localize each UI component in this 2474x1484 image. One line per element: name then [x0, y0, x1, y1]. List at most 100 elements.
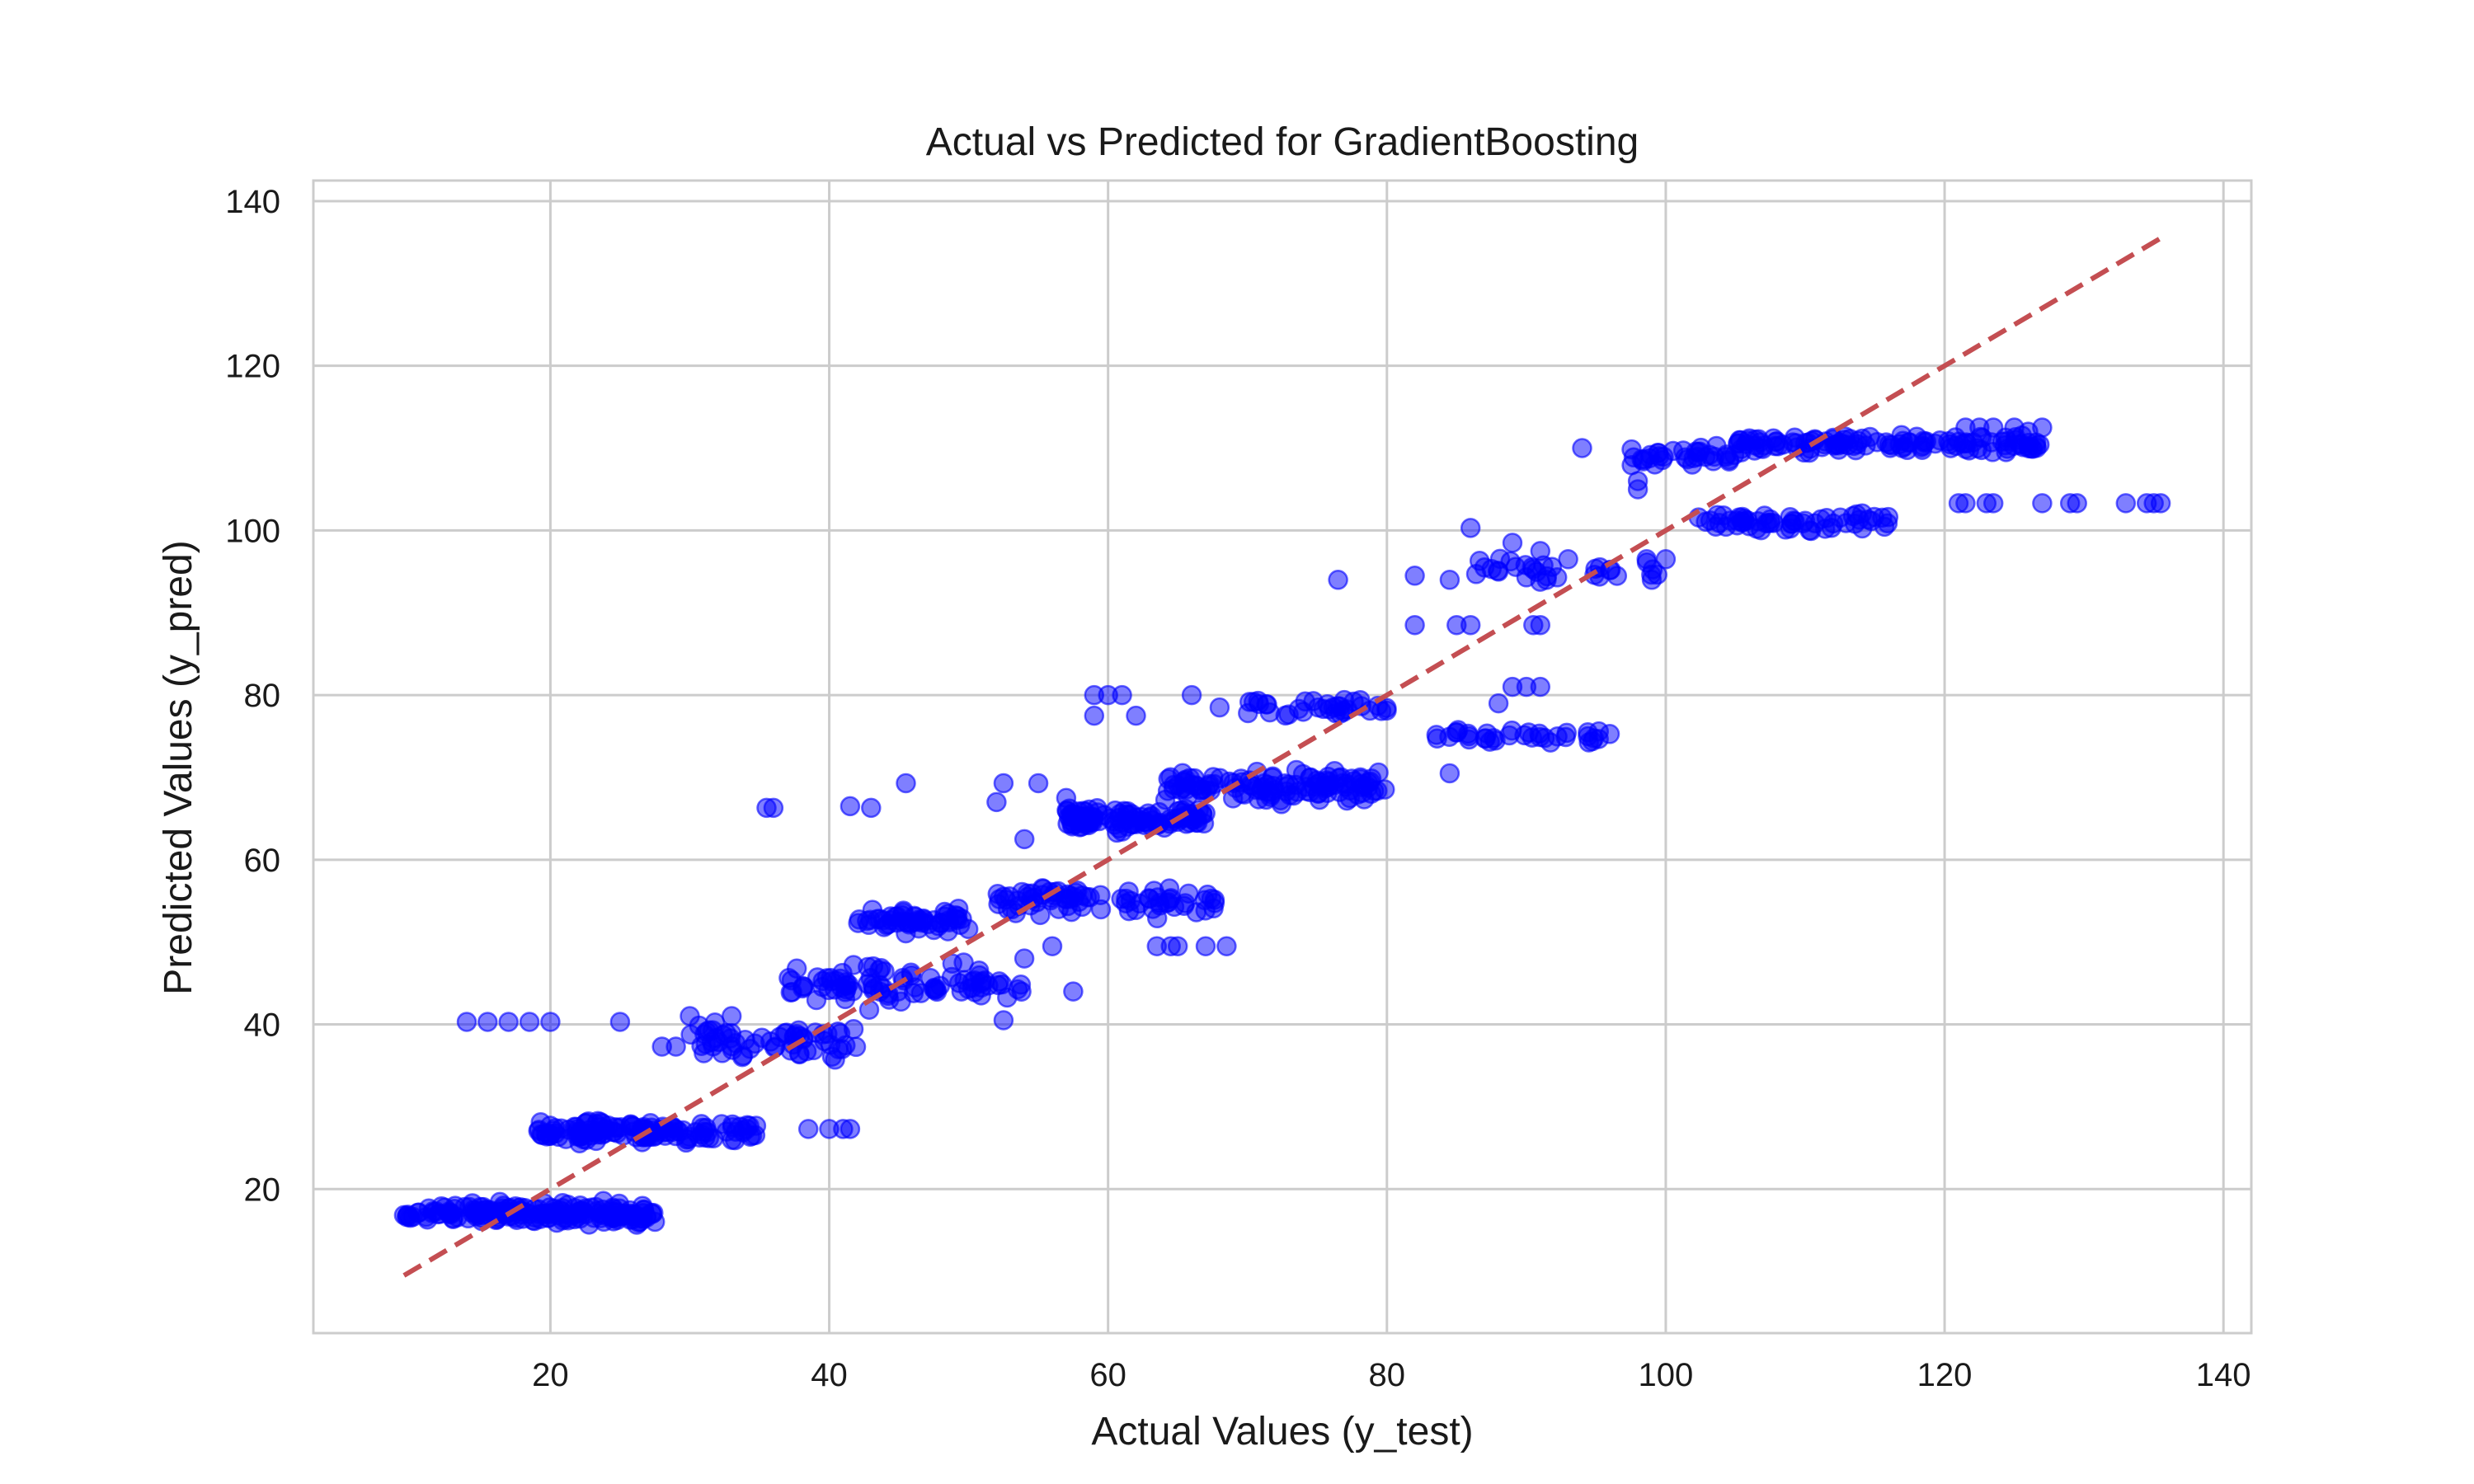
grid — [313, 181, 2251, 1333]
data-point — [545, 1118, 566, 1139]
y-tick-label: 20 — [244, 1172, 281, 1208]
data-point — [986, 791, 1007, 813]
data-point — [1439, 570, 1460, 590]
data-point — [2026, 437, 2047, 458]
data-point — [712, 1043, 733, 1064]
data-point — [993, 773, 1014, 794]
data-point — [1158, 892, 1179, 913]
reference-line — [402, 236, 2162, 1278]
data-point — [498, 1012, 519, 1032]
data-point — [1056, 787, 1077, 809]
data-point — [397, 1206, 417, 1228]
data-point — [1982, 417, 2004, 438]
data-point — [722, 1116, 743, 1138]
data-point — [1534, 727, 1555, 749]
data-point — [1138, 803, 1159, 824]
data-point — [735, 1030, 755, 1050]
data-point — [993, 1010, 1014, 1031]
data-point — [830, 977, 852, 998]
data-point — [1775, 519, 1796, 540]
x-tick-label: 60 — [1089, 1357, 1126, 1393]
data-point — [878, 989, 900, 1010]
data-point — [2067, 493, 2087, 514]
data-point — [1042, 936, 1063, 956]
data-point — [1275, 705, 1296, 726]
data-point — [941, 966, 962, 988]
data-point — [1371, 701, 1392, 721]
y-tick-label: 100 — [225, 513, 280, 549]
data-point — [1530, 614, 1551, 636]
data-point — [1476, 723, 1498, 744]
data-point — [887, 906, 908, 927]
data-point — [857, 974, 878, 994]
data-point — [721, 1006, 742, 1026]
data-point — [1627, 479, 1649, 500]
data-point — [1108, 807, 1129, 829]
data-point — [1157, 781, 1178, 801]
data-point — [1286, 759, 1307, 781]
data-point — [519, 1012, 540, 1032]
data-point — [1209, 697, 1230, 718]
data-point — [1530, 676, 1551, 697]
x-tick-label: 20 — [532, 1357, 569, 1393]
data-point — [1652, 449, 1673, 471]
data-point — [1014, 948, 1035, 969]
data-point — [1785, 433, 1807, 453]
data-point — [1256, 789, 1277, 810]
x-axis-label: Actual Values (y_test) — [1091, 1410, 1473, 1453]
data-point — [1167, 936, 1188, 956]
data-point — [1186, 776, 1206, 796]
y-tick-label: 40 — [244, 1007, 281, 1044]
data-point — [1872, 507, 1893, 528]
data-point — [857, 910, 877, 932]
data-point — [666, 1036, 686, 1057]
data-point — [1118, 881, 1139, 902]
data-point — [1069, 891, 1089, 913]
data-point — [1404, 566, 1425, 586]
data-point — [477, 1012, 498, 1032]
data-point — [1066, 805, 1088, 826]
data-point — [924, 979, 946, 1001]
data-point — [1328, 570, 1348, 590]
data-point — [567, 1126, 588, 1147]
data-point — [1460, 614, 1481, 636]
data-point — [1333, 702, 1354, 722]
data-point — [1488, 561, 1509, 582]
data-point — [1216, 936, 1237, 956]
data-point — [971, 985, 991, 1006]
data-point — [793, 976, 814, 998]
data-point — [1317, 693, 1338, 715]
data-point — [1181, 684, 1202, 706]
data-point — [1621, 439, 1642, 460]
y-tick-label: 140 — [225, 184, 280, 220]
data-point — [763, 797, 784, 819]
data-point — [1460, 518, 1481, 538]
data-point — [585, 1196, 606, 1218]
data-point — [1655, 549, 1677, 570]
plot-frame — [312, 179, 2253, 1335]
data-point — [1558, 549, 1578, 570]
data-point — [938, 910, 959, 931]
data-point — [1257, 694, 1277, 715]
data-point — [993, 886, 1014, 907]
data-point — [1916, 431, 1937, 452]
data-point — [1516, 567, 1537, 588]
data-point — [1488, 693, 1509, 714]
data-point — [2115, 493, 2137, 514]
data-point — [1689, 441, 1710, 463]
data-point — [1754, 505, 1775, 526]
data-point — [2032, 493, 2053, 514]
data-point — [1955, 493, 1976, 514]
x-tick-label: 120 — [1917, 1357, 1973, 1393]
data-point — [1138, 888, 1159, 909]
data-point — [1459, 729, 1479, 750]
data-point — [1897, 439, 1917, 461]
data-point — [1360, 771, 1380, 792]
data-point — [680, 1006, 700, 1026]
data-point — [774, 1023, 795, 1044]
data-point — [1767, 435, 1789, 457]
y-tick-label: 120 — [225, 349, 280, 385]
data-point — [609, 1012, 631, 1032]
